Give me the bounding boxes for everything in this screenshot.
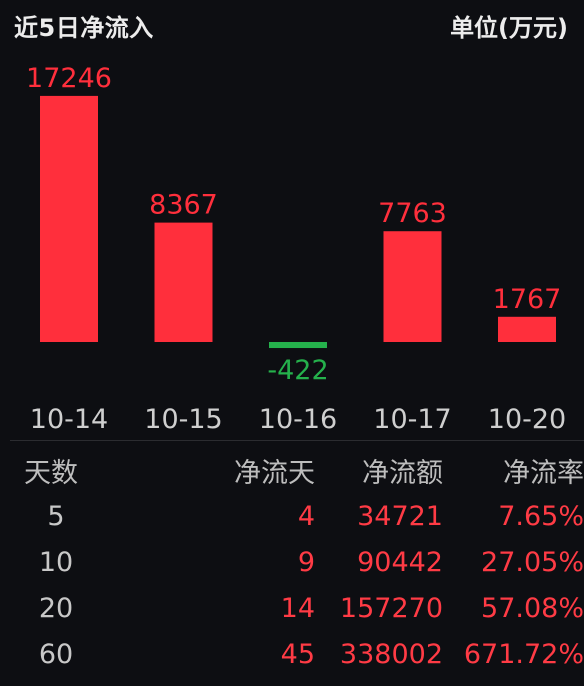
x-tick-label-10-14: 10-14 bbox=[30, 404, 108, 435]
x-tick-label-10-17: 10-17 bbox=[373, 404, 451, 435]
cell-net-amount: 157270 bbox=[339, 592, 443, 624]
header-net-amount: 净流额 bbox=[362, 457, 443, 489]
bar-10-15 bbox=[154, 222, 213, 342]
cell-net-rate: 57.08% bbox=[481, 592, 584, 624]
table-row: 20 14 157270 57.08% bbox=[0, 585, 584, 631]
bar-10-16 bbox=[269, 342, 327, 349]
cell-net-days: 4 bbox=[297, 500, 315, 532]
cell-net-amount: 90442 bbox=[357, 546, 443, 578]
table-header-row: 天数 净流天 净流额 净流率 bbox=[0, 447, 584, 493]
panel-title: 近5日净流入 bbox=[14, 14, 154, 42]
x-tick-label-10-20: 10-20 bbox=[488, 404, 566, 435]
bar-10-14 bbox=[40, 95, 98, 342]
cell-days: 60 bbox=[38, 638, 74, 670]
data-label-10-17: 7763 bbox=[378, 198, 447, 229]
net-inflow-bar-chart: 17246 10-14 8367 10-15 -422 10-16 7763 10-17 176… bbox=[26, 63, 566, 435]
data-label-10-15: 8367 bbox=[149, 190, 218, 221]
cell-net-amount: 34721 bbox=[357, 500, 443, 532]
bar-10-17 bbox=[383, 231, 442, 342]
header-net-days: 净流天 bbox=[234, 457, 315, 489]
cell-net-days: 14 bbox=[280, 592, 315, 624]
bar-10-20 bbox=[498, 316, 556, 342]
cell-net-days: 9 bbox=[297, 546, 315, 578]
divider bbox=[10, 440, 584, 441]
cell-net-rate: 671.72% bbox=[463, 638, 584, 670]
cell-net-amount: 338002 bbox=[339, 638, 443, 670]
table-row: 5 4 34721 7.65% bbox=[0, 493, 584, 539]
header-days: 天数 bbox=[24, 457, 78, 489]
cell-days: 20 bbox=[38, 592, 74, 624]
x-tick-label-10-16: 10-16 bbox=[259, 404, 337, 435]
table-row: 60 45 338002 671.72% bbox=[0, 631, 584, 677]
data-label-10-20: 1767 bbox=[493, 284, 562, 315]
net-inflow-stats-table: 天数 净流天 净流额 净流率 5 4 34721 7.65% 10 9 9044… bbox=[0, 447, 584, 677]
data-label-10-16: -422 bbox=[267, 355, 328, 386]
x-tick-label-10-15: 10-15 bbox=[144, 404, 222, 435]
table-row: 10 9 90442 27.05% bbox=[0, 539, 584, 585]
cell-net-rate: 7.65% bbox=[498, 500, 584, 532]
cell-days: 10 bbox=[38, 546, 74, 578]
cell-net-days: 45 bbox=[280, 638, 315, 670]
unit-label: 单位(万元) bbox=[450, 14, 568, 42]
cell-days: 5 bbox=[47, 500, 65, 532]
data-label-10-14: 17246 bbox=[26, 63, 112, 94]
cell-net-rate: 27.05% bbox=[481, 546, 584, 578]
panel-header: 近5日净流入 单位(万元) bbox=[0, 0, 584, 50]
header-net-rate: 净流率 bbox=[503, 457, 584, 489]
